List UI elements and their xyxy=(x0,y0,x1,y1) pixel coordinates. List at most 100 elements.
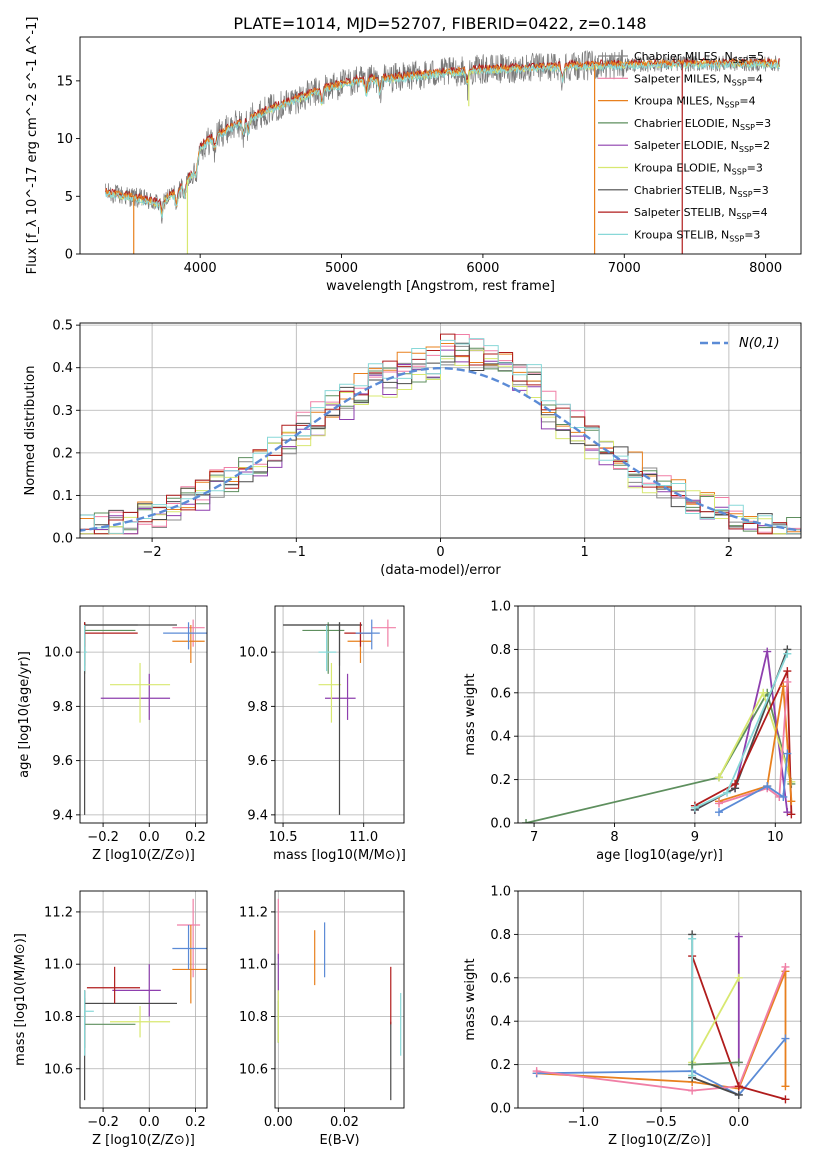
y-tick-label: 11.0 xyxy=(239,958,268,973)
x-axis-label: mass [log10(M/M⊙)] xyxy=(273,848,406,863)
x-axis-label: Z [log10(Z/Z⊙)] xyxy=(608,1133,711,1148)
weight-marker xyxy=(783,808,792,817)
weight-marker xyxy=(734,1090,743,1099)
plot-area xyxy=(277,898,402,1101)
legend-subscript: SSP xyxy=(740,123,755,132)
y-axis-label: Normed distribution xyxy=(23,366,38,496)
weight-series-line xyxy=(694,649,789,811)
y-axis-label: Flux [f_λ 10^-17 erg cm^-2 s^-1 A^-1] xyxy=(25,17,40,275)
legend-subscript: SSP xyxy=(736,212,751,221)
weight-marker xyxy=(787,810,796,819)
y-axis-label: age [log10(age/yr)] xyxy=(17,651,32,778)
plot-area xyxy=(80,333,801,535)
y-tick-label: 0.2 xyxy=(52,446,73,461)
legend-entry: Salpeter MILES, NSSP=4 xyxy=(634,72,763,87)
y-tick-label: 0.4 xyxy=(490,730,511,745)
weight-marker xyxy=(783,649,792,658)
y-tick-label: 10.0 xyxy=(239,646,268,661)
weight-marker xyxy=(731,779,740,788)
figure-title: PLATE=1014, MJD=52707, FIBERID=0422, z=0… xyxy=(233,14,646,33)
weight-marker xyxy=(690,803,699,812)
weight-series-line xyxy=(691,934,740,1096)
legend-entry: Kroupa STELIB, NSSP=3 xyxy=(634,228,760,243)
x-tick-label: 1 xyxy=(581,545,589,560)
y-tick-label: 9.4 xyxy=(52,808,73,823)
legend-count: =3 xyxy=(744,228,760,241)
y-tick-label: 0.3 xyxy=(52,404,73,419)
x-tick-label: 8000 xyxy=(749,261,782,276)
spectrum-panel: 4000 5000 6000 7000 8000 0 5 10 15 wavelength [An… xyxy=(25,17,802,294)
weight-marker xyxy=(522,819,531,823)
axes-frame xyxy=(274,605,405,824)
weight-marker xyxy=(532,1067,541,1076)
y-tick-label: 0.6 xyxy=(490,971,511,986)
x-tick-label: 4000 xyxy=(184,261,217,276)
weight-series-line xyxy=(536,1038,787,1097)
x-tick-label: 11.0 xyxy=(349,830,378,845)
weight-series-line xyxy=(718,681,789,805)
y-tick-label: 0.1 xyxy=(52,489,73,504)
weight-marker xyxy=(734,1082,743,1091)
weight-series-line xyxy=(692,1061,739,1066)
axes-frame xyxy=(517,890,802,1109)
x-tick-label: −1.0 xyxy=(568,1115,600,1130)
legend-entry: Kroupa ELODIE, NSSP=3 xyxy=(634,162,763,177)
weight-marker xyxy=(781,1034,790,1043)
x-tick-label: 7000 xyxy=(608,261,641,276)
axes-frame xyxy=(79,322,802,539)
x-tick-label: 0.0 xyxy=(728,1115,749,1130)
y-tick-label: 1.0 xyxy=(490,885,511,900)
x-tick-label: −0.5 xyxy=(645,1115,677,1130)
plot-area xyxy=(84,898,207,1101)
age-metallicity-panel: −0.2 0.0 0.2 9.4 9.6 9.8 10.0 Z [log10(Z/Z⊙)] ag… xyxy=(17,605,208,863)
y-tick-label: 9.8 xyxy=(52,700,73,715)
y-tick-label: 10.0 xyxy=(44,646,73,661)
legend-count: =4 xyxy=(747,72,763,85)
legend-subscript: SSP xyxy=(732,78,747,87)
residuals-panel: −2 −1 0 1 2 0.0 0.1 0.2 0.3 0.4 0.5 (data-model)/er… xyxy=(23,319,802,578)
legend-subscript: SSP xyxy=(732,168,747,177)
weight-series-line xyxy=(525,690,793,823)
legend-entry: Salpeter ELODIE, NSSP=2 xyxy=(634,139,770,154)
x-axis-label: (data-model)/error xyxy=(380,563,501,578)
x-axis-label: Z [log10(Z/Z⊙)] xyxy=(92,1133,195,1148)
weight-marker xyxy=(763,647,772,656)
legend-count: =4 xyxy=(739,95,755,108)
y-axis-label: mass weight xyxy=(463,958,478,1040)
weight-marker xyxy=(714,773,723,782)
axes-frame xyxy=(79,890,208,1109)
weight-marker xyxy=(781,1082,790,1091)
weight-marker xyxy=(781,962,790,971)
legend-count: =5 xyxy=(748,50,764,63)
y-tick-label: 0.6 xyxy=(490,686,511,701)
y-tick-label: 0.5 xyxy=(52,319,73,334)
weight-marker xyxy=(714,808,723,817)
weight-marker xyxy=(763,782,772,791)
legend-entry: N(0,1) xyxy=(739,336,780,351)
mass-metallicity-panel: −0.2 0.0 0.2 10.6 10.8 11.0 11.2 Z [log10(Z/Z⊙)… xyxy=(13,890,208,1148)
y-tick-label: 10 xyxy=(56,132,73,147)
axes-frame xyxy=(517,605,802,824)
legend-entry: Chabrier ELODIE, NSSP=3 xyxy=(634,117,771,132)
y-tick-label: 11.2 xyxy=(44,905,73,920)
x-tick-label: 9 xyxy=(691,830,699,845)
y-tick-label: 1.0 xyxy=(490,600,511,615)
legend-subscript: SSP xyxy=(724,101,739,110)
x-tick-label: 2 xyxy=(725,545,733,560)
weight-marker xyxy=(779,682,788,691)
weight-series-line xyxy=(718,686,793,803)
legend-entry: Kroupa MILES, NSSP=4 xyxy=(634,95,756,110)
legend-count: =3 xyxy=(747,162,763,175)
axes-frame xyxy=(79,36,802,255)
x-tick-label: 0.2 xyxy=(185,830,206,845)
x-tick-label: 0.0 xyxy=(139,830,160,845)
plot-area xyxy=(532,930,790,1104)
weight-marker xyxy=(783,667,792,676)
weight-age-panel: 7 8 9 10 0.0 0.2 0.4 0.6 0.8 1.0 age [log10(age/yr… xyxy=(463,600,802,863)
weight-marker xyxy=(734,932,743,941)
x-tick-label: −0.2 xyxy=(87,1115,119,1130)
legend-count: =2 xyxy=(754,139,770,152)
y-tick-label: 10.8 xyxy=(239,1010,268,1025)
legend-count: =4 xyxy=(751,206,767,219)
